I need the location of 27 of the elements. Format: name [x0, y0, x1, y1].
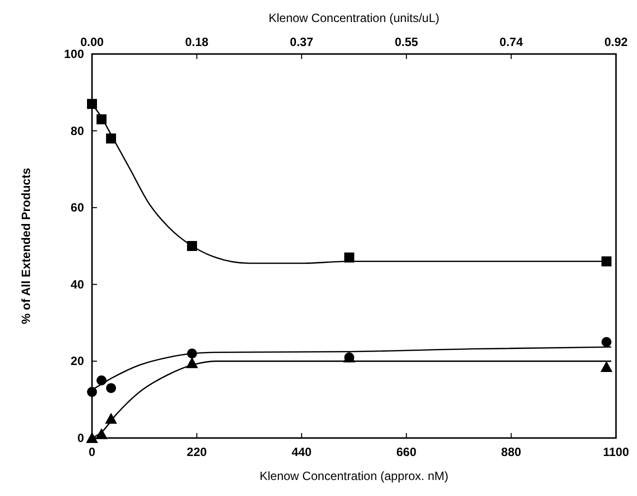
y-tick-label: 20 [70, 354, 84, 368]
point [87, 386, 97, 397]
x-axis-title: Klenow Concentration (approx. nM) [260, 469, 448, 483]
x-tick-label: 1100 [602, 445, 630, 459]
x-tick-label: 440 [292, 445, 312, 459]
y-tick-label: 60 [70, 200, 84, 215]
point [87, 98, 97, 109]
x-tick-label: 880 [501, 445, 522, 459]
y-tick-label: 80 [70, 124, 84, 138]
x2-tick-label: 0.55 [394, 35, 418, 49]
x-tick-label: 0 [88, 445, 96, 459]
x2-tick-label: 0.92 [604, 35, 628, 49]
x-tick-label: 220 [186, 445, 208, 459]
y-axis-title: % of All Extended Products [19, 168, 33, 324]
point [601, 337, 612, 347]
x2-tick-label: 0.18 [185, 35, 209, 49]
x2-tick-label: 0.74 [500, 35, 524, 49]
point [106, 383, 116, 394]
x2-tick-label: 0.00 [80, 35, 104, 49]
x-tick-label: 660 [396, 445, 417, 459]
x2-tick-label: 0.37 [290, 35, 314, 49]
y-tick-label: 40 [70, 277, 84, 292]
y-tick-label: 100 [64, 47, 84, 61]
x2-axis-title: Klenow Concentration (units/uL) [268, 11, 440, 25]
point [86, 432, 98, 443]
y-tick-label: 0 [77, 431, 84, 445]
point [600, 360, 612, 372]
